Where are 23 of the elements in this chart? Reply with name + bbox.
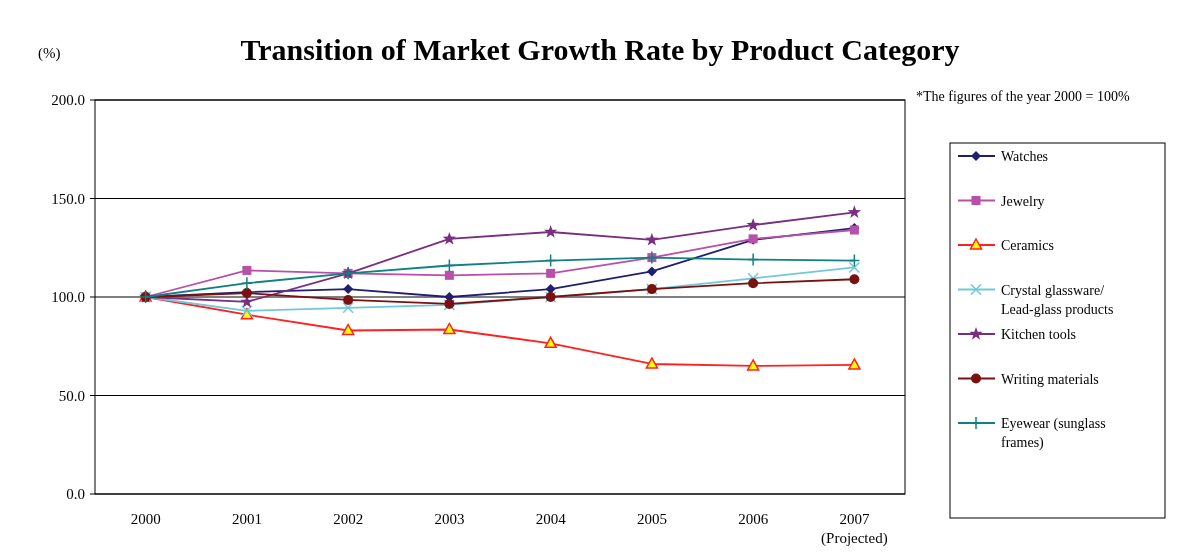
- legend-label: Crystal glassware/ Lead-glass products: [1001, 282, 1114, 317]
- y-axis-title: (%): [38, 45, 61, 62]
- x-tick-label: 2005: [636, 511, 667, 527]
- x-tick-label: 2003: [434, 511, 465, 527]
- legend-label: Ceramics: [1001, 238, 1054, 253]
- y-tick-label: 200.0: [51, 92, 85, 108]
- x-tick-label: 2007 (Projected): [821, 511, 888, 547]
- legend-label: Kitchen tools: [1001, 327, 1077, 342]
- y-tick-label: 100.0: [51, 289, 85, 305]
- x-tick-label: 2000: [130, 511, 161, 527]
- legend-label: Writing materials: [1001, 371, 1099, 387]
- x-tick-label: 2006: [738, 511, 769, 527]
- y-tick-label: 0.0: [66, 486, 85, 502]
- chart-title: Transition of Market Growth Rate by Product Category: [240, 33, 960, 66]
- text: *The figures of the year 2000 = 100%: [916, 89, 1130, 104]
- legend-label: Watches: [1001, 149, 1049, 164]
- legend-label: Eyewear (sunglass frames): [1001, 416, 1106, 451]
- y-tick-label: 50.0: [58, 387, 85, 404]
- x-tick-label: 2001: [231, 511, 262, 527]
- legend-label: Jewelry: [1001, 193, 1045, 209]
- x-tick-label: 2002: [333, 511, 364, 527]
- x-tick-label: 2004: [535, 511, 567, 527]
- y-tick-label: 150.0: [51, 190, 85, 207]
